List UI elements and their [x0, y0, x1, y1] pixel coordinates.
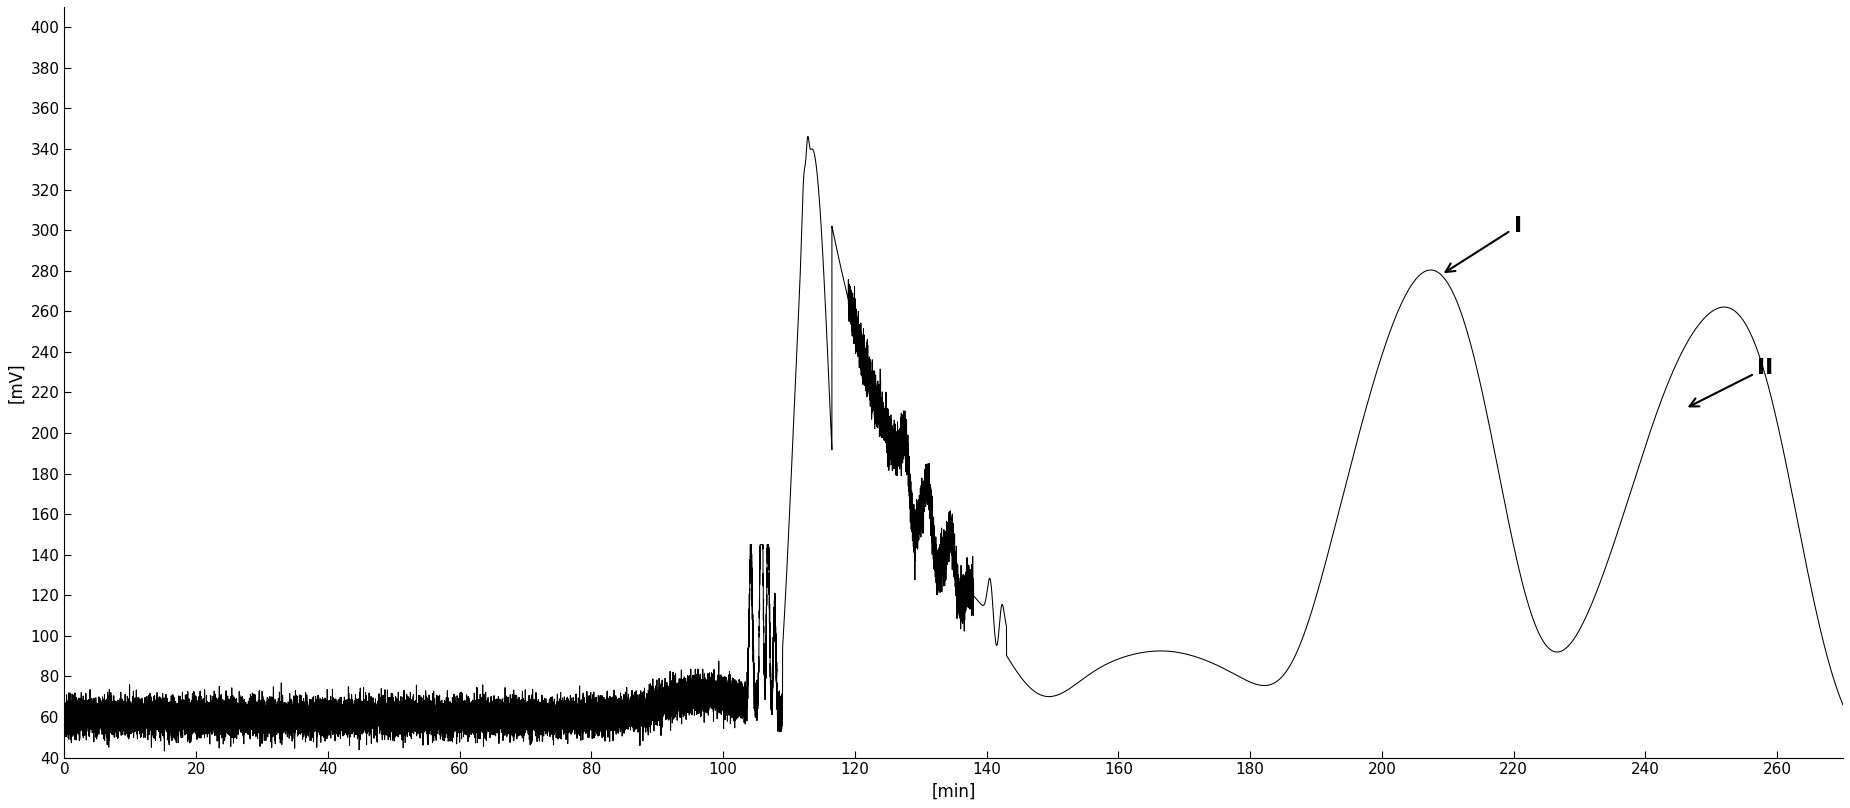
Text: I: I — [1445, 216, 1523, 272]
X-axis label: [min]: [min] — [932, 783, 977, 801]
Y-axis label: [mV]: [mV] — [7, 362, 24, 402]
Text: II: II — [1689, 358, 1774, 406]
